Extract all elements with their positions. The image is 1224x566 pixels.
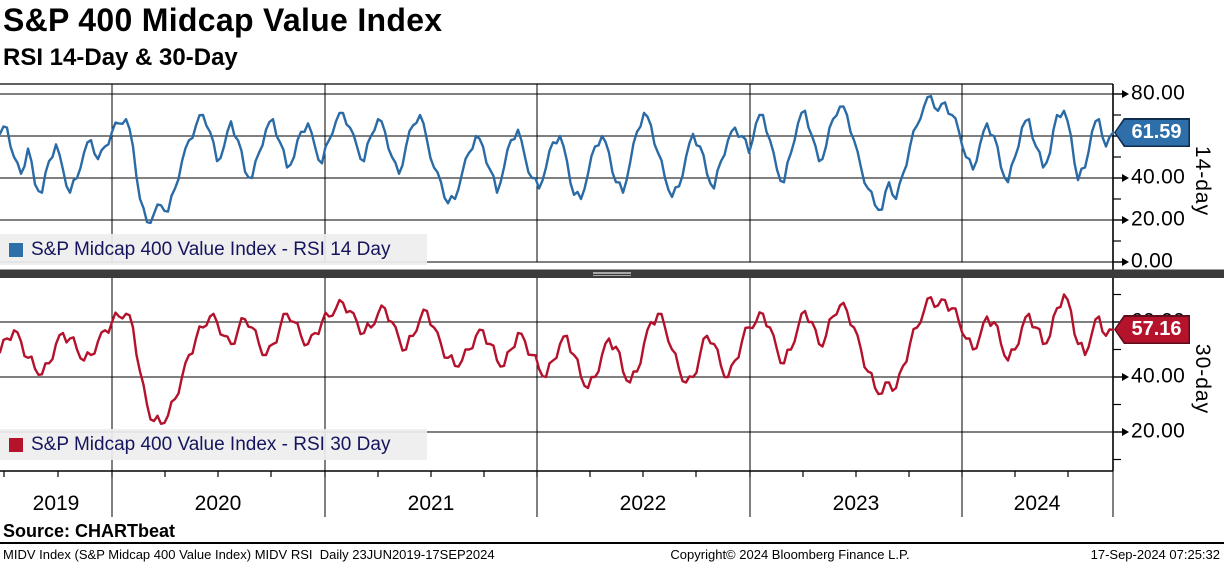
last-value-badge-rsi14: 61.59 <box>1114 118 1190 147</box>
footer-divider <box>0 542 1224 544</box>
last-value-rsi30: 57.16 <box>1115 316 1189 343</box>
last-value-rsi14: 61.59 <box>1115 119 1189 146</box>
y-tick-label: 80.00 <box>1131 81 1186 105</box>
rsi30-series-line <box>0 293 1115 425</box>
x-year-label: 2024 <box>1013 492 1061 515</box>
last-value-badge-rsi30: 57.16 <box>1114 315 1190 344</box>
x-year-label: 2023 <box>832 492 880 515</box>
x-year-label: 2021 <box>407 492 455 515</box>
panel-divider <box>0 269 1224 278</box>
legend-rsi14[interactable]: S&P Midcap 400 Value Index - RSI 14 Day <box>0 234 427 265</box>
rsi14-series-line <box>0 94 1115 225</box>
panel-side-label-30day: 30-day <box>1191 343 1214 415</box>
y-tick-label: 20.00 <box>1131 419 1186 443</box>
x-year-label: 2020 <box>194 492 242 515</box>
page-title: S&P 400 Midcap Value Index <box>3 2 443 38</box>
page-subtitle: RSI 14-Day & 30-Day <box>3 44 238 71</box>
legend-rsi30[interactable]: S&P Midcap 400 Value Index - RSI 30 Day <box>0 429 427 460</box>
axis-tick-arrow-icon <box>1122 174 1129 182</box>
x-year-label: 2022 <box>619 492 667 515</box>
axis-tick-arrow-icon <box>1122 373 1129 381</box>
grip-line <box>593 272 631 274</box>
panel-splitter-grip[interactable] <box>593 271 631 277</box>
legend-label-rsi30: S&P Midcap 400 Value Index - RSI 30 Day <box>31 433 391 455</box>
footer-copyright: Copyright© 2024 Bloomberg Finance L.P. <box>670 547 910 562</box>
axis-tick-arrow-icon <box>1122 90 1129 98</box>
y-tick-label: 40.00 <box>1131 364 1186 388</box>
footer-security-info: MIDV Index (S&P Midcap 400 Value Index) … <box>3 547 495 562</box>
footer-timestamp: 17-Sep-2024 07:25:32 <box>1090 547 1220 562</box>
grip-line <box>593 274 631 277</box>
y-tick-label: 40.00 <box>1131 165 1186 189</box>
x-year-label: 2019 <box>32 492 80 515</box>
legend-swatch-rsi14-icon <box>9 242 23 257</box>
y-tick-label: 0.00 <box>1131 249 1174 273</box>
axis-tick-arrow-icon <box>1122 216 1129 224</box>
y-tick-label: 20.00 <box>1131 207 1186 231</box>
axis-tick-arrow-icon <box>1122 428 1129 436</box>
axis-tick-arrow-icon <box>1122 258 1129 266</box>
legend-swatch-rsi30-icon <box>9 437 23 452</box>
panel-side-label-14day: 14-day <box>1191 145 1214 217</box>
source-line: Source: CHARTbeat <box>3 521 176 541</box>
legend-label-rsi14: S&P Midcap 400 Value Index - RSI 14 Day <box>31 238 391 260</box>
